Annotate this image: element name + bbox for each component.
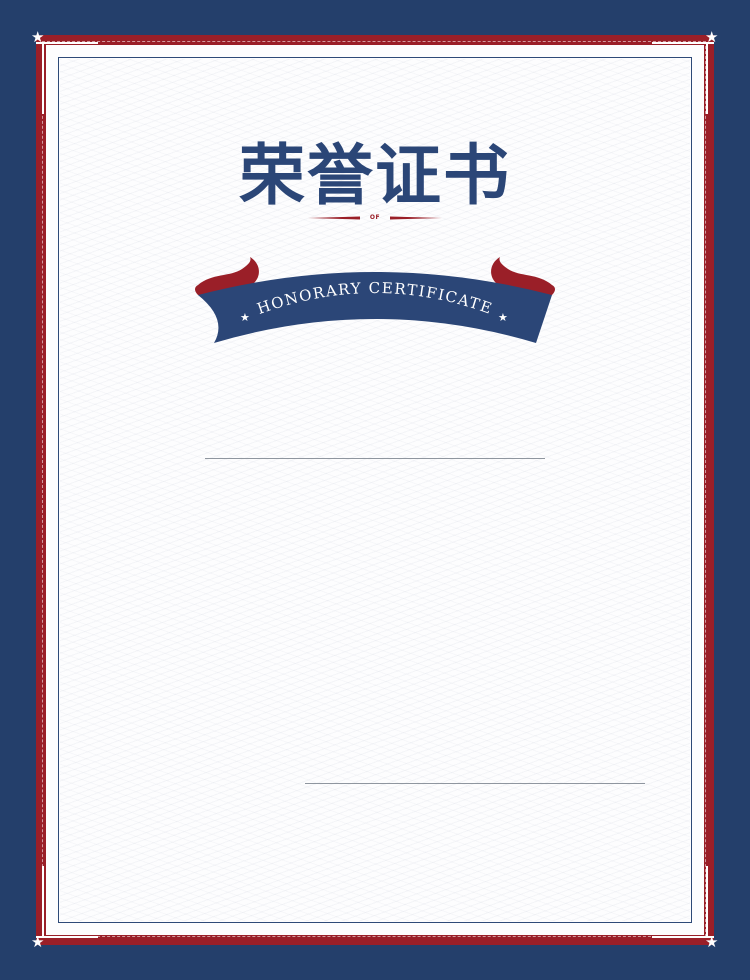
frame-dashed-line bbox=[42, 41, 706, 937]
ribbon-banner: HONORARY CERTIFICATE ★ ★ bbox=[195, 257, 555, 343]
certificate-title: 荣誉证书 bbox=[239, 136, 511, 214]
of-divider: OF bbox=[0, 210, 750, 230]
corner-accent-bottom-left bbox=[36, 936, 98, 938]
star-icon: ★ bbox=[705, 28, 719, 46]
star-icon: ★ bbox=[705, 933, 719, 951]
corner-accent-left-top bbox=[42, 44, 44, 114]
corner-accent-top-right bbox=[652, 42, 714, 44]
inner-blue-border bbox=[58, 57, 692, 923]
corner-accent-top-left bbox=[36, 42, 98, 44]
star-icon: ★ bbox=[31, 28, 45, 46]
signature-line bbox=[305, 783, 645, 784]
divider-lines bbox=[308, 216, 442, 220]
star-icon: ★ bbox=[31, 933, 45, 951]
guilloche-pattern bbox=[60, 59, 690, 921]
certificate-paper bbox=[46, 45, 704, 935]
recipient-name-line bbox=[205, 458, 545, 459]
star-icon: ★ bbox=[240, 311, 250, 324]
divider-of-text: OF bbox=[369, 214, 381, 221]
corner-accent-right-top bbox=[706, 44, 708, 114]
corner-accent-bottom-right bbox=[652, 936, 714, 938]
ribbon-body bbox=[198, 272, 552, 343]
corner-accent-right-bottom bbox=[706, 866, 708, 936]
star-icon: ★ bbox=[498, 311, 508, 324]
corner-accent-left-bottom bbox=[42, 866, 44, 936]
